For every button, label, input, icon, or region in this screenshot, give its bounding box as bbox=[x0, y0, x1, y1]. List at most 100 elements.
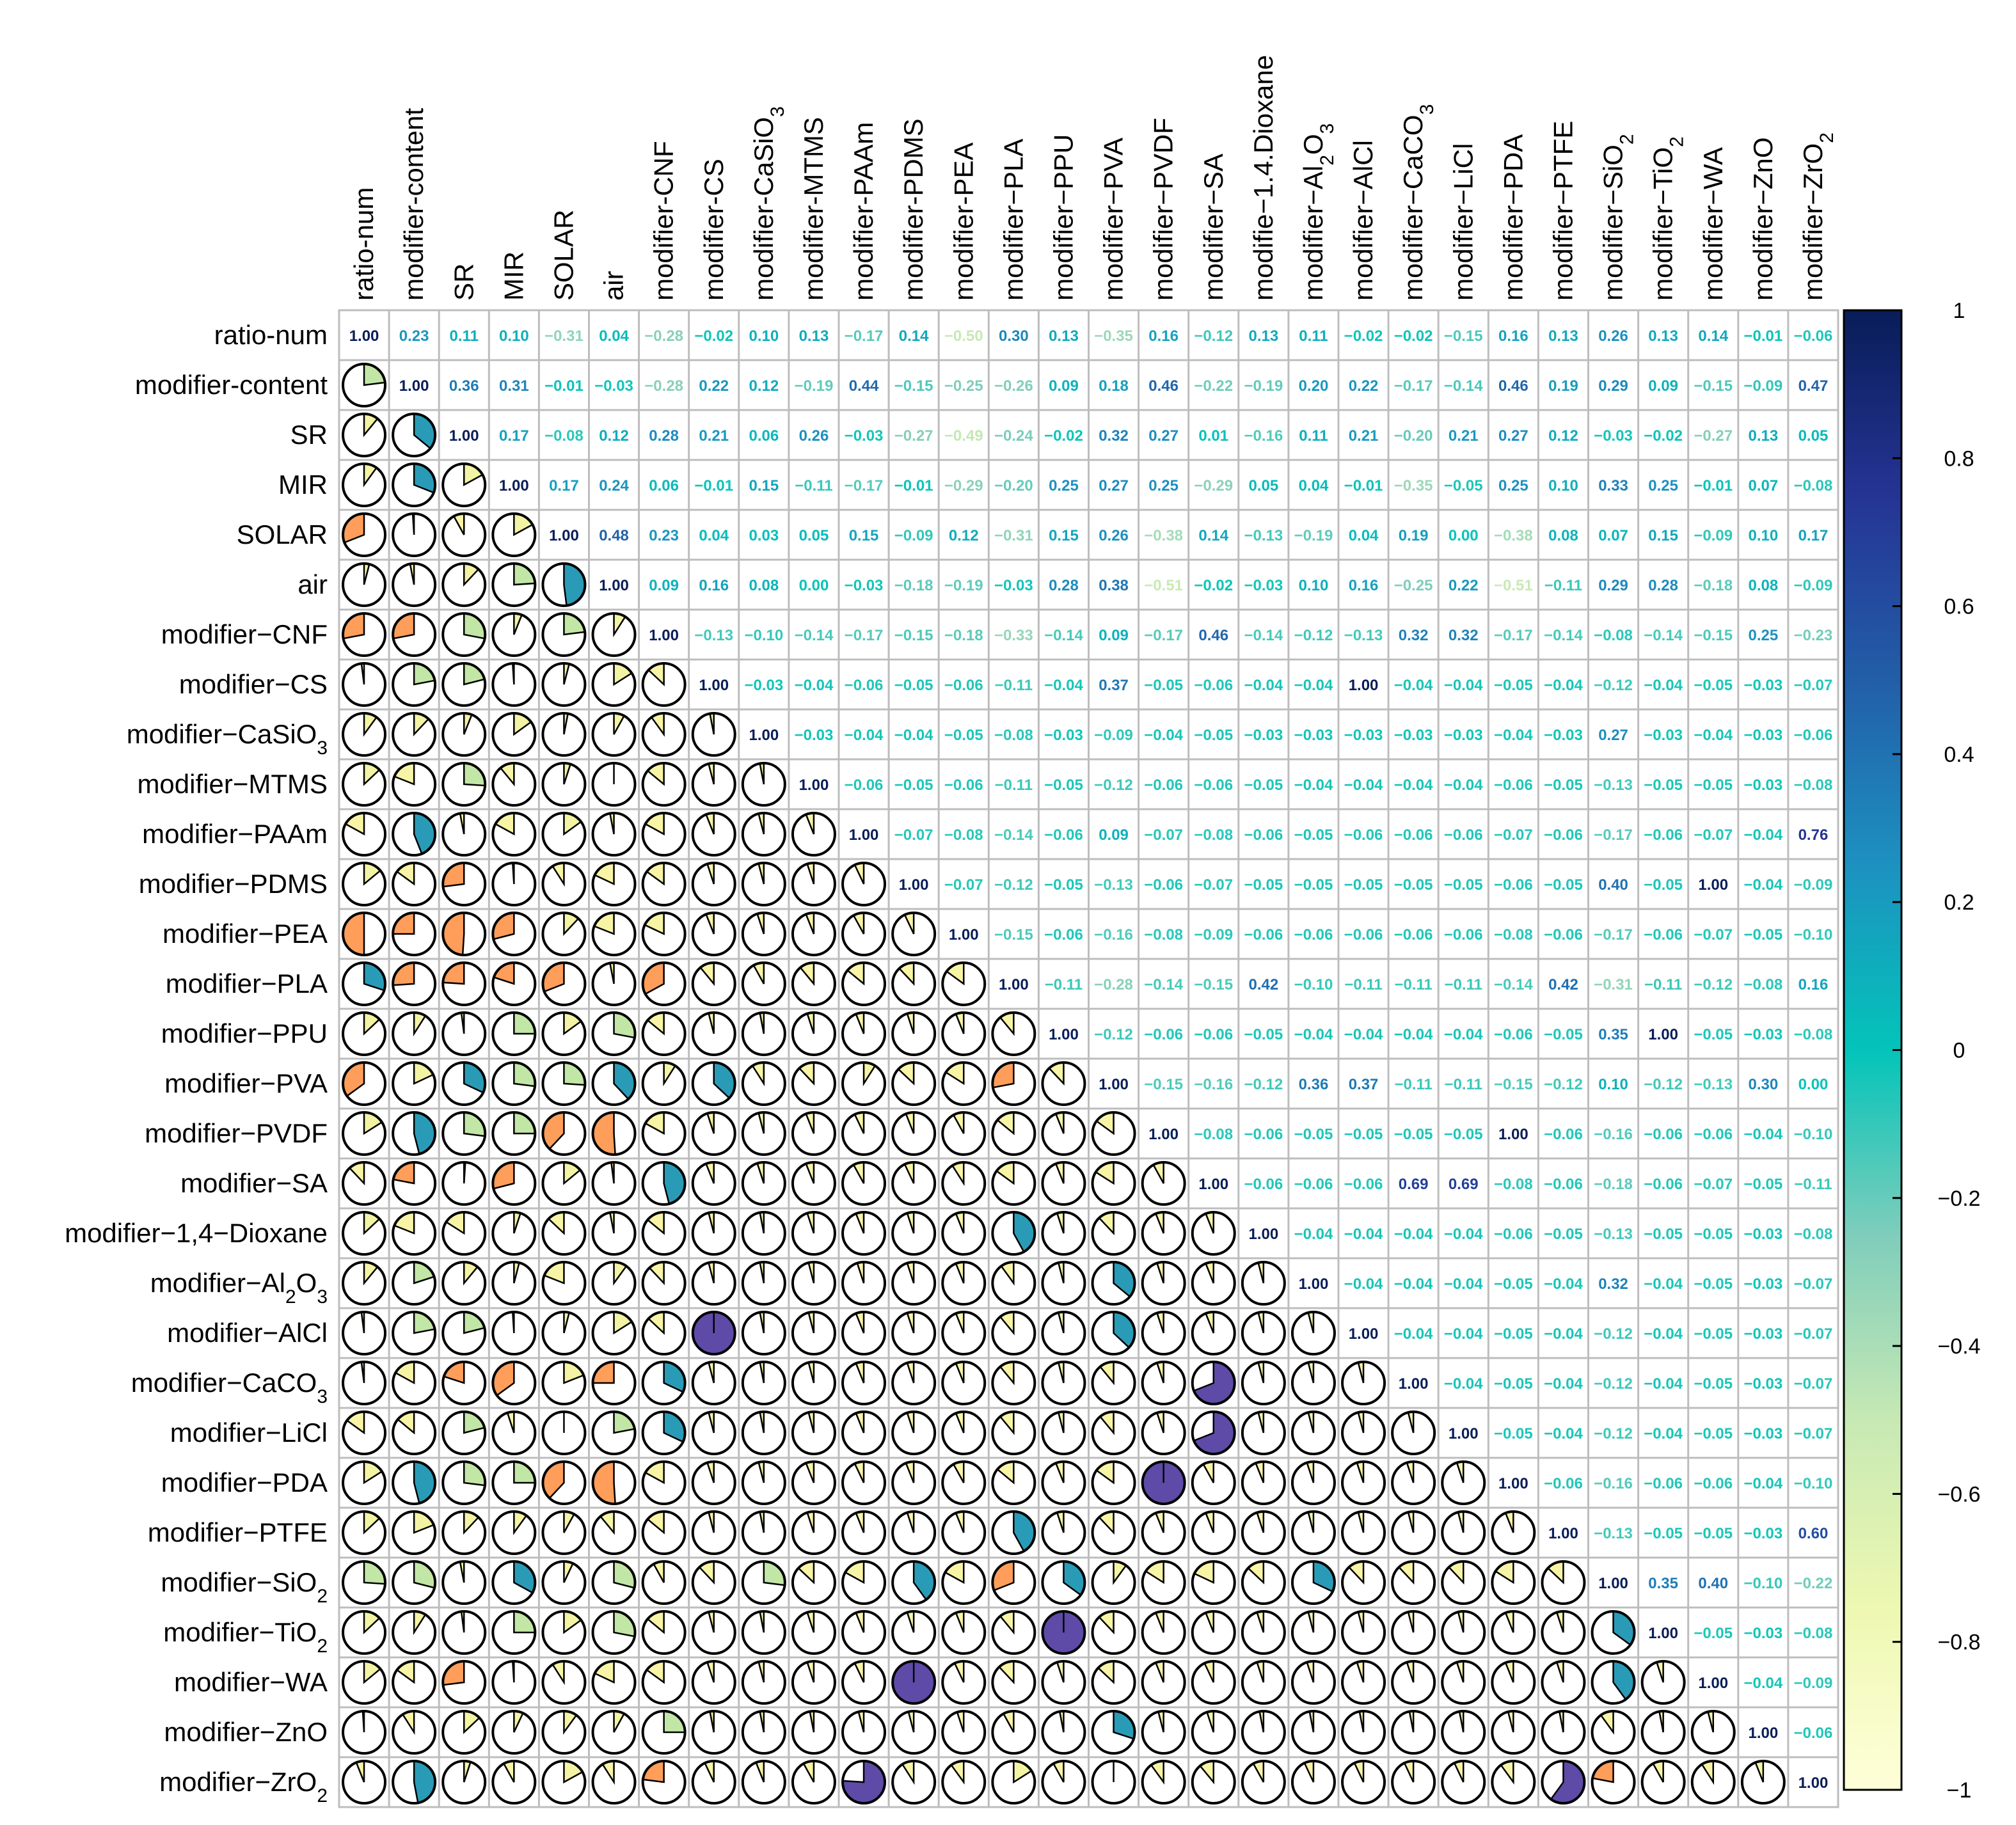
cell-value: −0.05 bbox=[1494, 1325, 1533, 1343]
pie-cell bbox=[741, 1161, 786, 1206]
pie-cell bbox=[1191, 1560, 1236, 1605]
pie-cell bbox=[741, 862, 786, 906]
cell-value: −0.03 bbox=[1394, 727, 1433, 744]
cell-value: −0.06 bbox=[1494, 777, 1533, 794]
pie-cell bbox=[841, 1510, 887, 1555]
pie-cell bbox=[1290, 1760, 1336, 1805]
cell-value: 0.28 bbox=[1049, 577, 1079, 594]
pie-cell bbox=[991, 1460, 1036, 1505]
cell-value: −0.06 bbox=[1694, 1126, 1733, 1143]
cell-value: −0.05 bbox=[1044, 777, 1083, 794]
pie-cell bbox=[841, 1361, 887, 1405]
pie-cell bbox=[791, 1760, 836, 1805]
row-label: modifier−CS bbox=[179, 669, 328, 699]
pie-cell bbox=[891, 1011, 937, 1056]
cell-value: 0.30 bbox=[1748, 1076, 1778, 1093]
cell-value: −0.06 bbox=[1144, 876, 1183, 894]
cell-value: 0.14 bbox=[1198, 527, 1228, 544]
pie-cell bbox=[491, 1410, 537, 1455]
cell-value: −0.01 bbox=[1344, 477, 1383, 494]
pie-cell bbox=[841, 1011, 887, 1056]
cell-value: −0.06 bbox=[1544, 826, 1583, 844]
cell-value: −0.26 bbox=[994, 377, 1033, 395]
cell-value: 0.07 bbox=[1598, 527, 1628, 544]
cell-value: −0.05 bbox=[1494, 1276, 1533, 1293]
cell-value: −0.17 bbox=[1394, 377, 1433, 395]
column-label: modifier-CNF bbox=[649, 141, 679, 301]
pie-cell bbox=[591, 1560, 637, 1605]
pie-cell bbox=[541, 862, 587, 906]
pie-cell bbox=[991, 1061, 1036, 1106]
pie-cell bbox=[1640, 1660, 1686, 1705]
pie-cell bbox=[741, 1011, 786, 1056]
cell-value: 0.21 bbox=[1349, 427, 1379, 445]
cell-value: −0.06 bbox=[1194, 777, 1233, 794]
cell-value: −0.06 bbox=[1694, 1475, 1733, 1492]
pie-cell bbox=[541, 1410, 587, 1455]
cell-value: 0.27 bbox=[1148, 427, 1179, 445]
pie-cell bbox=[1241, 1261, 1286, 1306]
cell-value: −0.04 bbox=[1743, 1126, 1782, 1143]
pie-cell bbox=[491, 1361, 537, 1405]
cell-value: 0.35 bbox=[1598, 1026, 1628, 1043]
cell-value: −0.14 bbox=[1144, 976, 1183, 993]
cell-value: 0.12 bbox=[749, 377, 779, 395]
pie-cell bbox=[991, 1361, 1036, 1405]
pie-cell bbox=[741, 912, 786, 956]
pie-cell bbox=[491, 712, 537, 757]
row-label: modifier−WA bbox=[174, 1667, 328, 1697]
column-label: modifier−WA bbox=[1698, 147, 1728, 301]
pie-cell bbox=[1191, 1410, 1236, 1455]
pie-cell bbox=[1441, 1610, 1486, 1655]
cell-value: −0.04 bbox=[1294, 677, 1333, 694]
pie-cell bbox=[342, 1410, 387, 1455]
pie-cell bbox=[1191, 1760, 1236, 1805]
pie-cell bbox=[1491, 1660, 1536, 1705]
pie-cell bbox=[1391, 1510, 1436, 1555]
cell-value: −0.01 bbox=[694, 477, 733, 494]
pie-cell bbox=[841, 1211, 887, 1256]
cell-value: 0.06 bbox=[649, 477, 679, 494]
cell-value: −0.03 bbox=[1743, 1625, 1782, 1642]
cell-value: 0.18 bbox=[1099, 377, 1129, 395]
cell-value: 0.13 bbox=[1748, 427, 1778, 445]
cell-value: −0.07 bbox=[1794, 1425, 1833, 1442]
pie-cell bbox=[1041, 1111, 1086, 1156]
cell-value: −0.04 bbox=[1544, 1325, 1583, 1343]
cell-value: −0.11 bbox=[795, 477, 832, 494]
cell-value: −0.38 bbox=[1144, 527, 1183, 544]
cell-value: −0.06 bbox=[845, 677, 884, 694]
pie-cell bbox=[1091, 1610, 1136, 1655]
pie-cell bbox=[1690, 1760, 1736, 1805]
pie-cell bbox=[891, 1510, 937, 1555]
cell-value: −0.05 bbox=[1244, 876, 1283, 894]
row-label: modifier−TiO2 bbox=[163, 1617, 328, 1657]
row-label: modifier−ZrO2 bbox=[159, 1767, 328, 1806]
pie-cell bbox=[1241, 1460, 1286, 1505]
cell-value: −0.02 bbox=[1394, 328, 1433, 345]
column-label: modifier−PVDF bbox=[1148, 118, 1179, 301]
cell-value: 0.25 bbox=[1148, 477, 1179, 494]
pie-cell bbox=[491, 961, 537, 1006]
cell-value: 1.00 bbox=[1748, 1725, 1778, 1742]
colorbar-tick-label: 1 bbox=[1953, 299, 1965, 323]
cell-value: −0.18 bbox=[1694, 577, 1733, 594]
cell-value: 0.26 bbox=[1099, 527, 1129, 544]
pie-cell bbox=[392, 812, 437, 857]
cell-value: −0.08 bbox=[1594, 627, 1633, 644]
cell-value: −0.06 bbox=[1344, 926, 1383, 944]
pie-cell bbox=[941, 1560, 987, 1605]
cell-value: −0.12 bbox=[1594, 677, 1633, 694]
cell-value: −0.08 bbox=[1494, 1176, 1533, 1193]
pie-cell bbox=[1391, 1410, 1436, 1455]
cell-value: −0.06 bbox=[1544, 1126, 1583, 1143]
pie-cell bbox=[1041, 1061, 1086, 1106]
cell-value: −0.05 bbox=[1394, 1126, 1433, 1143]
cell-value: −0.03 bbox=[1743, 1325, 1782, 1343]
pie-cell bbox=[392, 662, 437, 707]
pie-cell bbox=[1141, 1710, 1186, 1755]
pie-cell bbox=[641, 1610, 687, 1655]
cell-value: −0.05 bbox=[1294, 1126, 1333, 1143]
pie-cell bbox=[541, 562, 587, 607]
cell-value: −0.29 bbox=[1194, 477, 1233, 494]
